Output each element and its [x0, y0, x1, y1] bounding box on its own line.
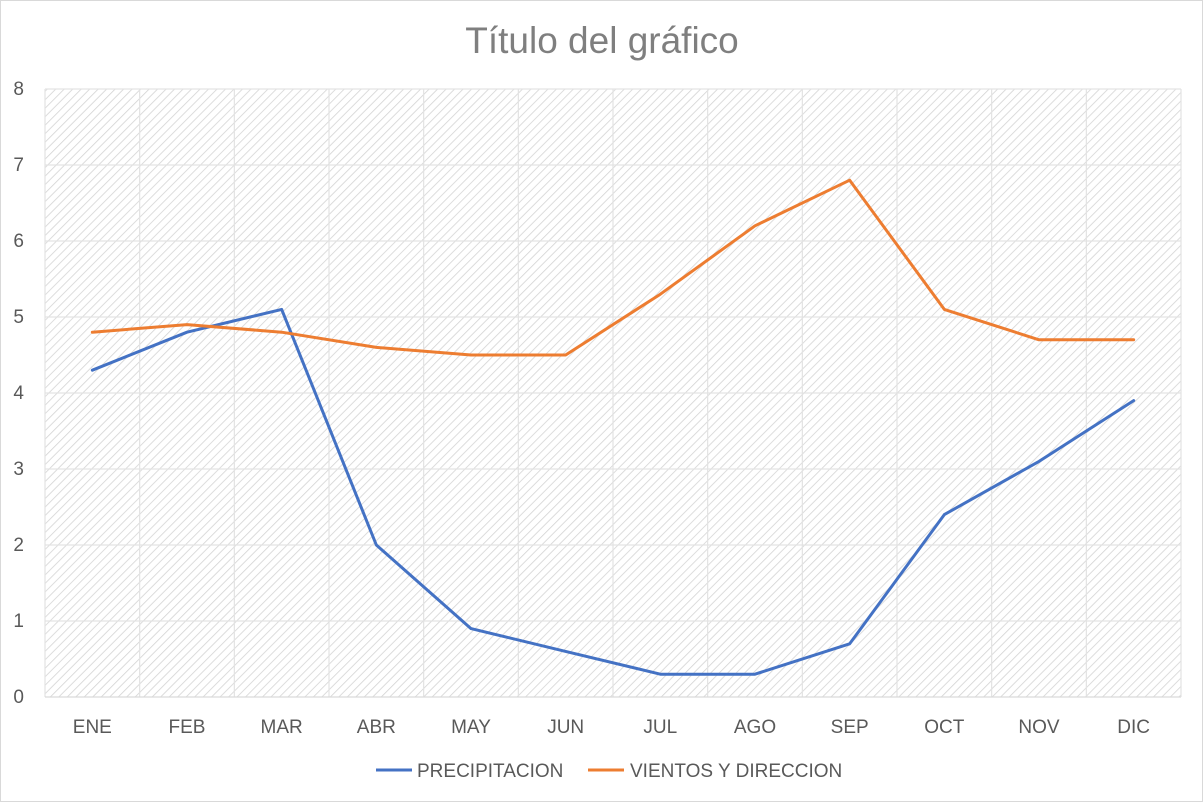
y-tick-label: 2 [13, 535, 24, 556]
series-layer [90, 178, 1136, 676]
x-tick-label: DIC [1117, 717, 1150, 738]
chart-title: Título del gráfico [465, 20, 739, 61]
series-line-precipitacion [90, 307, 1136, 676]
legend-item-precipitacion: PRECIPITACION [376, 761, 563, 782]
grid-lines [44, 88, 1182, 697]
y-axis: 0 1 2 3 4 5 6 7 8 [13, 79, 24, 708]
x-tick-label: JUL [643, 717, 677, 738]
legend-item-vientos-y-direccion: VIENTOS Y DIRECCION [588, 761, 842, 782]
x-tick-label: FEB [169, 717, 206, 738]
series-line-vientos-y-direccion [90, 178, 1136, 357]
y-tick-label: 1 [13, 611, 24, 632]
x-tick-label: OCT [924, 717, 965, 738]
y-tick-label: 4 [13, 383, 24, 404]
y-tick-label: 5 [13, 307, 24, 328]
x-tick-label: JUN [547, 717, 584, 738]
y-tick-label: 0 [13, 687, 24, 708]
x-tick-label: ABR [357, 717, 396, 738]
x-tick-label: AGO [734, 717, 776, 738]
x-tick-label: MAY [451, 717, 491, 738]
x-tick-label: SEP [831, 717, 869, 738]
legend-label: PRECIPITACION [417, 761, 563, 782]
legend-label: VIENTOS Y DIRECCION [630, 761, 842, 782]
x-tick-label: NOV [1018, 717, 1060, 738]
y-tick-label: 6 [13, 231, 24, 252]
y-tick-label: 3 [13, 459, 24, 480]
x-axis: ENE FEB MAR ABR MAY JUN JUL AGO SEP OCT NOV DIC [45, 696, 1181, 738]
legend: PRECIPITACION VIENTOS Y DIRECCION [376, 761, 842, 782]
x-tick-label: ENE [73, 717, 112, 738]
y-tick-label: 8 [13, 79, 24, 100]
y-tick-label: 7 [13, 155, 24, 176]
x-tick-label: MAR [261, 717, 303, 738]
